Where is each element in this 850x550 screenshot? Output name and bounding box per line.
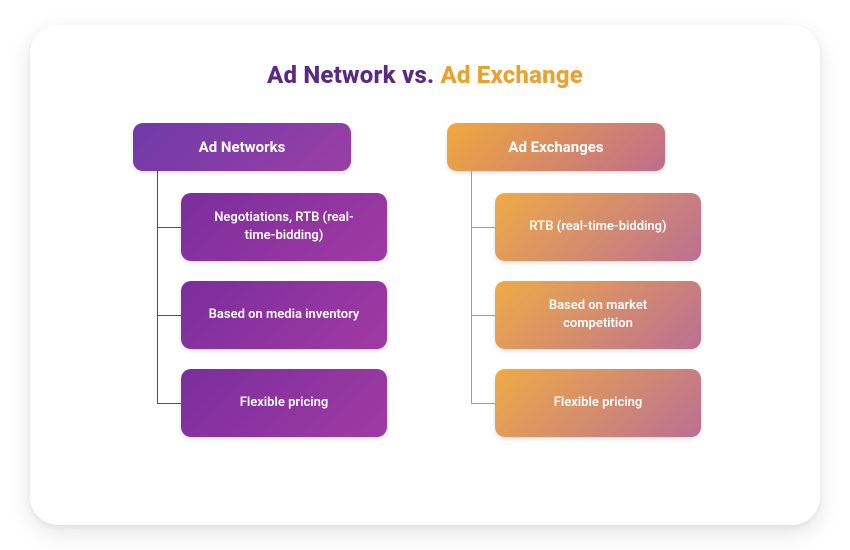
column-header-networks: Ad Networks bbox=[133, 123, 351, 171]
column-item: Flexible pricing bbox=[495, 369, 701, 437]
connector-branch bbox=[471, 315, 495, 316]
column-item: Based on market competition bbox=[495, 281, 701, 349]
connector-branch bbox=[157, 315, 181, 316]
connector-vertical-exchanges bbox=[471, 171, 472, 403]
column-item: Based on media inventory bbox=[181, 281, 387, 349]
columns-container: Ad Networks Negotiations, RTB (real-time-… bbox=[70, 123, 780, 457]
connector-branch bbox=[157, 227, 181, 228]
diagram-title: Ad Network vs. Ad Exchange bbox=[70, 61, 780, 89]
column-item: RTB (real-time-bidding) bbox=[495, 193, 701, 261]
column-header-exchanges: Ad Exchanges bbox=[447, 123, 665, 171]
diagram-card: Ad Network vs. Ad Exchange Ad Networks Ne… bbox=[30, 25, 820, 525]
title-part-1: Ad Network vs. bbox=[267, 61, 440, 89]
connector-branch bbox=[471, 227, 495, 228]
column-item: Flexible pricing bbox=[181, 369, 387, 437]
column-exchanges: Ad Exchanges RTB (real-time-bidding) Based… bbox=[447, 123, 717, 457]
connector-branch bbox=[157, 403, 181, 404]
column-networks: Ad Networks Negotiations, RTB (real-time-… bbox=[133, 123, 403, 457]
title-part-2: Ad Exchange bbox=[440, 61, 583, 89]
connector-vertical-networks bbox=[157, 171, 158, 403]
column-item: Negotiations, RTB (real-time-bidding) bbox=[181, 193, 387, 261]
connector-branch bbox=[471, 403, 495, 404]
